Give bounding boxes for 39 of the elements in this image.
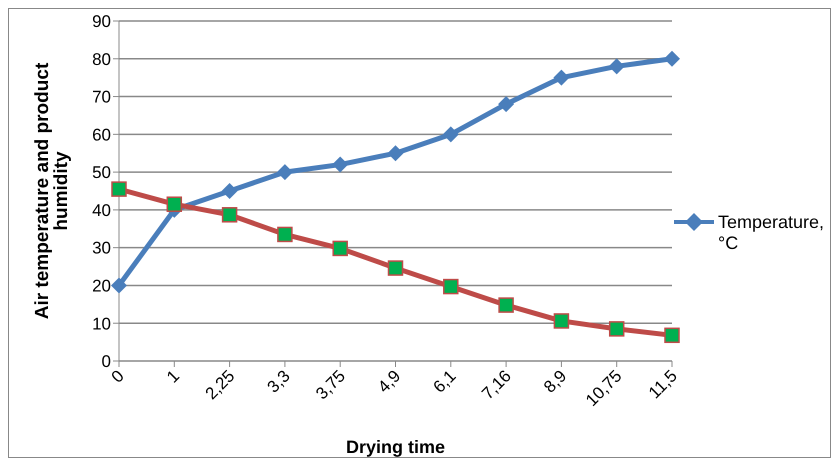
point [664, 328, 680, 344]
point [553, 70, 570, 86]
point [664, 50, 680, 67]
point [166, 196, 182, 212]
point [276, 164, 293, 180]
y-tick-label: 30 [92, 238, 111, 258]
point [498, 297, 514, 313]
point [442, 126, 459, 142]
point [111, 277, 127, 294]
legend-label: Temperature, °C [718, 212, 824, 254]
x-tick-label: 6,1 [429, 366, 460, 397]
y-tick-label: 90 [92, 12, 111, 32]
point [332, 240, 348, 256]
point [388, 145, 404, 162]
y-tick-label: 80 [92, 50, 111, 69]
x-tick-label: 8,9 [540, 366, 570, 397]
point [332, 156, 348, 173]
point [277, 226, 293, 242]
point [222, 183, 238, 199]
point [498, 96, 514, 112]
y-tick-label: 60 [92, 125, 111, 144]
point [222, 207, 238, 223]
point [388, 260, 404, 276]
point [608, 58, 625, 74]
y-tick-label: 40 [92, 200, 111, 220]
x-tick-label: 7,16 [478, 366, 515, 404]
x-tick-label: 1 [163, 366, 184, 387]
y-tick-label: 20 [92, 276, 111, 296]
y-tick-label: 50 [92, 163, 111, 182]
y-tick-label: 10 [92, 314, 111, 334]
point [111, 181, 127, 197]
x-tick-label: 3,3 [264, 366, 294, 397]
x-tick-label: 4,9 [374, 366, 404, 397]
y-tick-label: 70 [92, 88, 111, 107]
y-axis-title: Air temperature and product humidity [32, 62, 72, 320]
point [608, 321, 624, 337]
point [554, 313, 570, 329]
x-axis-title: Drying time [346, 437, 446, 457]
point [443, 278, 459, 294]
